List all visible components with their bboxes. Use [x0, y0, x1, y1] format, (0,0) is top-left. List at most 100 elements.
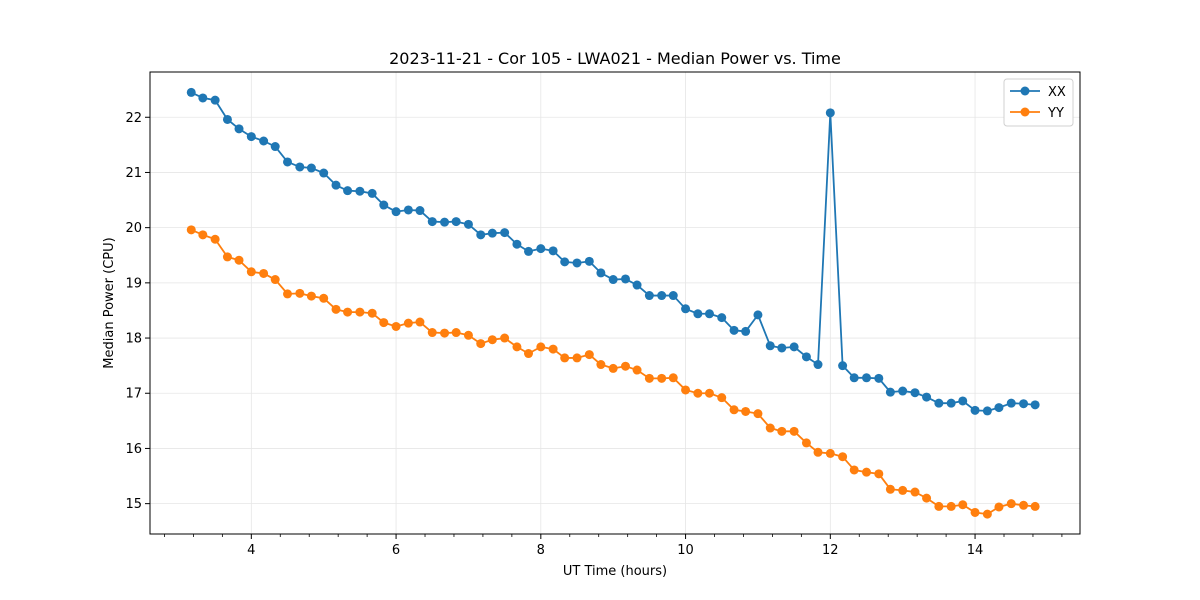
data-point-xx	[234, 124, 244, 134]
data-point-yy	[717, 393, 727, 403]
data-point-yy	[1006, 499, 1016, 509]
data-point-xx	[632, 280, 642, 290]
data-point-xx	[186, 87, 196, 97]
data-point-yy	[596, 360, 606, 370]
data-point-yy	[777, 426, 787, 436]
data-point-xx	[885, 387, 895, 397]
data-point-xx	[704, 309, 714, 319]
data-point-xx	[838, 361, 848, 371]
data-point-yy	[259, 268, 269, 278]
data-point-xx	[524, 246, 534, 256]
data-point-xx	[560, 257, 570, 267]
y-tick-label: 20	[125, 221, 142, 236]
data-point-xx	[331, 180, 341, 190]
grid-layer	[150, 72, 1080, 534]
data-point-yy	[319, 293, 329, 303]
data-point-xx	[681, 304, 691, 314]
data-point-xx	[620, 274, 630, 284]
data-point-yy	[825, 448, 835, 458]
data-point-xx	[825, 108, 835, 118]
data-point-yy	[704, 388, 714, 398]
data-point-xx	[801, 352, 811, 362]
data-point-xx	[777, 343, 787, 353]
data-point-xx	[644, 291, 654, 301]
data-point-yy	[415, 317, 425, 327]
data-point-xx	[548, 246, 558, 256]
data-point-yy	[536, 342, 546, 352]
data-point-yy	[910, 487, 920, 497]
data-point-xx	[440, 217, 450, 227]
data-point-yy	[306, 291, 316, 301]
data-point-yy	[572, 353, 582, 363]
data-point-yy	[391, 321, 401, 331]
data-point-xx	[657, 291, 667, 301]
legend-xx-marker	[1020, 86, 1030, 96]
data-point-xx	[451, 217, 461, 227]
legend-xx-label: XX	[1048, 85, 1066, 100]
data-point-yy	[620, 361, 630, 371]
data-point-xx	[500, 228, 510, 238]
data-point-yy	[283, 289, 293, 299]
data-point-xx	[849, 373, 859, 383]
data-point-xx	[306, 163, 316, 173]
data-point-xx	[982, 406, 992, 416]
data-point-xx	[415, 206, 425, 216]
data-point-yy	[331, 304, 341, 314]
data-point-yy	[427, 328, 437, 338]
data-point-yy	[343, 307, 353, 317]
data-point-xx	[536, 244, 546, 254]
data-point-yy	[560, 353, 570, 363]
data-point-yy	[234, 255, 244, 265]
data-point-xx	[874, 373, 884, 383]
data-point-yy	[451, 328, 461, 338]
data-point-xx	[391, 207, 401, 217]
data-point-yy	[487, 335, 497, 345]
y-tick-label: 17	[125, 387, 142, 402]
data-point-yy	[838, 452, 848, 462]
data-point-xx	[270, 142, 280, 152]
data-point-yy	[512, 342, 522, 352]
data-point-yy	[753, 409, 763, 419]
data-point-yy	[874, 469, 884, 479]
data-point-xx	[813, 360, 823, 370]
data-point-xx	[355, 186, 365, 196]
plot-frame	[149, 71, 1081, 535]
data-point-yy	[222, 252, 232, 262]
y-tick-label: 16	[125, 442, 142, 457]
data-point-yy	[789, 426, 799, 436]
data-point-yy	[548, 344, 558, 354]
chart-title: 2023-11-21 - Cor 105 - LWA021 - Median P…	[389, 49, 841, 68]
data-point-xx	[717, 313, 727, 323]
data-point-xx	[934, 398, 944, 408]
data-point-yy	[657, 373, 667, 383]
data-point-xx	[1030, 400, 1040, 410]
data-point-xx	[283, 157, 293, 167]
legend-yy-label: YY	[1047, 106, 1064, 121]
data-point-xx	[608, 275, 618, 285]
data-point-yy	[367, 308, 377, 318]
data-point-yy	[813, 447, 823, 457]
y-axis-label: Median Power (CPU)	[102, 237, 117, 368]
x-tick-label: 8	[537, 543, 545, 558]
data-point-yy	[898, 485, 908, 495]
data-point-xx	[487, 228, 497, 238]
y-tick-label: 21	[125, 166, 142, 181]
data-point-xx	[596, 268, 606, 278]
data-point-yy	[270, 275, 280, 285]
data-point-yy	[922, 493, 932, 503]
data-point-yy	[934, 501, 944, 511]
data-point-yy	[958, 500, 968, 510]
data-point-yy	[765, 423, 775, 433]
data-point-xx	[403, 205, 413, 215]
y-tick-label: 18	[125, 332, 142, 347]
data-point-xx	[946, 398, 956, 408]
y-tick-label: 19	[125, 276, 142, 291]
data-point-xx	[343, 186, 353, 196]
data-point-yy	[608, 363, 618, 373]
data-point-xx	[584, 256, 594, 266]
data-point-yy	[1030, 501, 1040, 511]
data-point-xx	[862, 373, 871, 383]
data-point-yy	[210, 234, 220, 244]
data-point-xx	[765, 341, 775, 351]
data-point-xx	[198, 93, 208, 103]
